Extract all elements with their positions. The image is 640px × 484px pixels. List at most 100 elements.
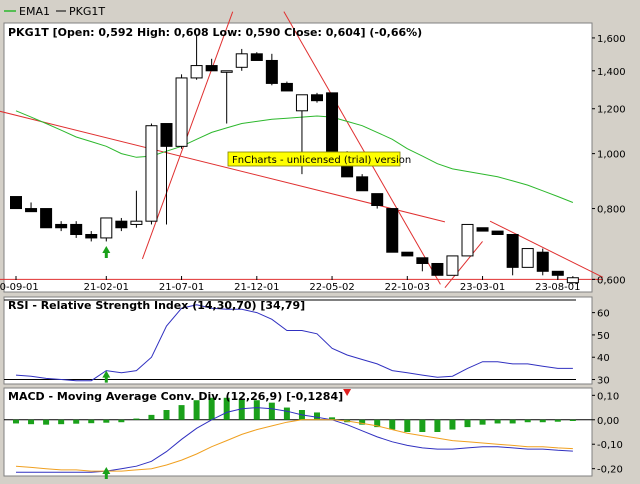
candle xyxy=(175,74,188,149)
macd-y-axis: -0,20 -0,10 0,00 0,10 xyxy=(592,391,623,476)
candle xyxy=(566,276,579,284)
candle-body xyxy=(280,82,293,92)
candle-body xyxy=(175,77,188,147)
macd-histogram-bar xyxy=(88,419,95,424)
price-markers xyxy=(102,246,111,258)
candle-body xyxy=(566,277,579,284)
candle-body xyxy=(145,125,158,222)
macd-markers xyxy=(102,389,352,479)
candle-body xyxy=(265,59,278,84)
price-title: PKG1T [Open: 0,592 High: 0,608 Low: 0,59… xyxy=(8,26,422,39)
macd-title: MACD - Moving Average Conv. Div. (12,26,… xyxy=(8,390,343,403)
macd-histogram-bar xyxy=(374,419,381,428)
candle xyxy=(55,221,68,232)
price-x-axis: 20-09-01 21-02-01 21-07-01 21-12-01 22-05-02… xyxy=(0,276,580,293)
buy-signal-arrow xyxy=(102,246,111,258)
candle xyxy=(401,251,414,257)
candle xyxy=(521,248,534,268)
candle xyxy=(416,257,429,272)
candle-body xyxy=(476,227,489,232)
candle-body xyxy=(356,176,369,192)
macd-histogram-bar xyxy=(73,419,80,424)
macd-ytick-label: 0,10 xyxy=(597,391,619,402)
macd-histogram-bar xyxy=(208,397,215,420)
candle xyxy=(265,53,278,86)
price-y-axis: 0,600 0,800 1,000 1,200 1,400 1,600 xyxy=(592,34,626,286)
macd-histogram-bar xyxy=(178,405,185,420)
macd-ytick-label: -0,20 xyxy=(597,465,623,476)
trendline xyxy=(0,110,446,223)
macd-panel: -0,20 -0,10 0,00 0,10 MACD - Moving Average… xyxy=(3,387,623,479)
candle-body xyxy=(70,223,83,235)
rsi-ytick-label: 50 xyxy=(597,331,610,342)
macd-ytick-label: 0,00 xyxy=(597,416,619,427)
candle xyxy=(280,81,293,92)
price-xtick-label: 21-07-01 xyxy=(159,282,204,293)
candle xyxy=(235,48,248,71)
candle-body xyxy=(326,92,339,152)
candle xyxy=(356,174,369,192)
candle xyxy=(115,217,128,232)
candle-body xyxy=(431,262,444,276)
candle-body xyxy=(115,220,128,229)
candle xyxy=(10,196,22,210)
macd-plot-area xyxy=(3,387,593,477)
candle xyxy=(250,52,263,61)
candle xyxy=(491,230,504,235)
macd-histogram-bar xyxy=(268,402,275,420)
candle-body xyxy=(521,248,534,268)
rsi-ytick-label: 40 xyxy=(597,353,610,364)
price-xtick-label: 22-05-02 xyxy=(309,282,354,293)
price-ytick-label: 1,200 xyxy=(597,105,626,116)
candle-body xyxy=(40,208,53,229)
candle-body xyxy=(491,230,504,235)
candle-body xyxy=(536,251,549,272)
price-ytick-label: 0,600 xyxy=(597,275,626,286)
candle-body xyxy=(85,233,98,239)
trendline xyxy=(489,220,604,278)
macd-histogram-bar xyxy=(163,410,170,420)
macd-histogram-bar xyxy=(253,400,260,420)
candle xyxy=(160,123,173,225)
macd-histogram-bar xyxy=(223,397,230,420)
candle-body xyxy=(100,217,113,239)
price-xtick-label: 21-12-01 xyxy=(234,282,279,293)
legend: EMA1 PKG1T xyxy=(4,5,105,18)
candle-body xyxy=(551,270,564,276)
candle-body xyxy=(461,223,474,257)
price-ytick-label: 0,800 xyxy=(597,205,626,216)
candle-body xyxy=(506,233,519,268)
macd-histogram-bar xyxy=(118,419,125,423)
macd-histogram-bar xyxy=(238,399,245,420)
macd-histogram-bar xyxy=(314,412,320,420)
candle-body xyxy=(205,65,218,72)
macd-histogram-bar xyxy=(404,419,411,432)
rsi-y-axis: 30 40 50 60 xyxy=(592,309,610,387)
price-ytick-label: 1,600 xyxy=(597,34,626,45)
candle-body xyxy=(446,255,459,276)
macd-buy-arrow xyxy=(102,467,111,479)
watermark: FnCharts - unlicensed (trial) version xyxy=(227,151,411,167)
macd-ytick-label: -0,10 xyxy=(597,440,623,451)
price-candles xyxy=(10,34,579,284)
watermark-text: FnCharts - unlicensed (trial) version xyxy=(232,155,411,166)
macd-histogram-bar xyxy=(148,414,155,420)
macd-histogram-bar xyxy=(509,419,516,424)
candle-body xyxy=(295,94,308,112)
candle-body xyxy=(371,193,384,206)
macd-histogram-bar xyxy=(283,407,290,420)
macd-histogram-bar xyxy=(419,419,426,432)
price-xtick-label: 23-03-01 xyxy=(460,282,505,293)
legend-label-pkg1t: PKG1T xyxy=(69,5,105,18)
macd-sell-arrow xyxy=(343,389,352,396)
trendline xyxy=(444,241,483,289)
candle xyxy=(220,70,233,124)
candle xyxy=(506,233,519,276)
rsi-title: RSI - Relative Strength Index (14,30,70)… xyxy=(8,299,305,312)
macd-histogram-bar xyxy=(193,400,200,420)
candle-body xyxy=(55,223,68,229)
trendline xyxy=(283,11,441,285)
